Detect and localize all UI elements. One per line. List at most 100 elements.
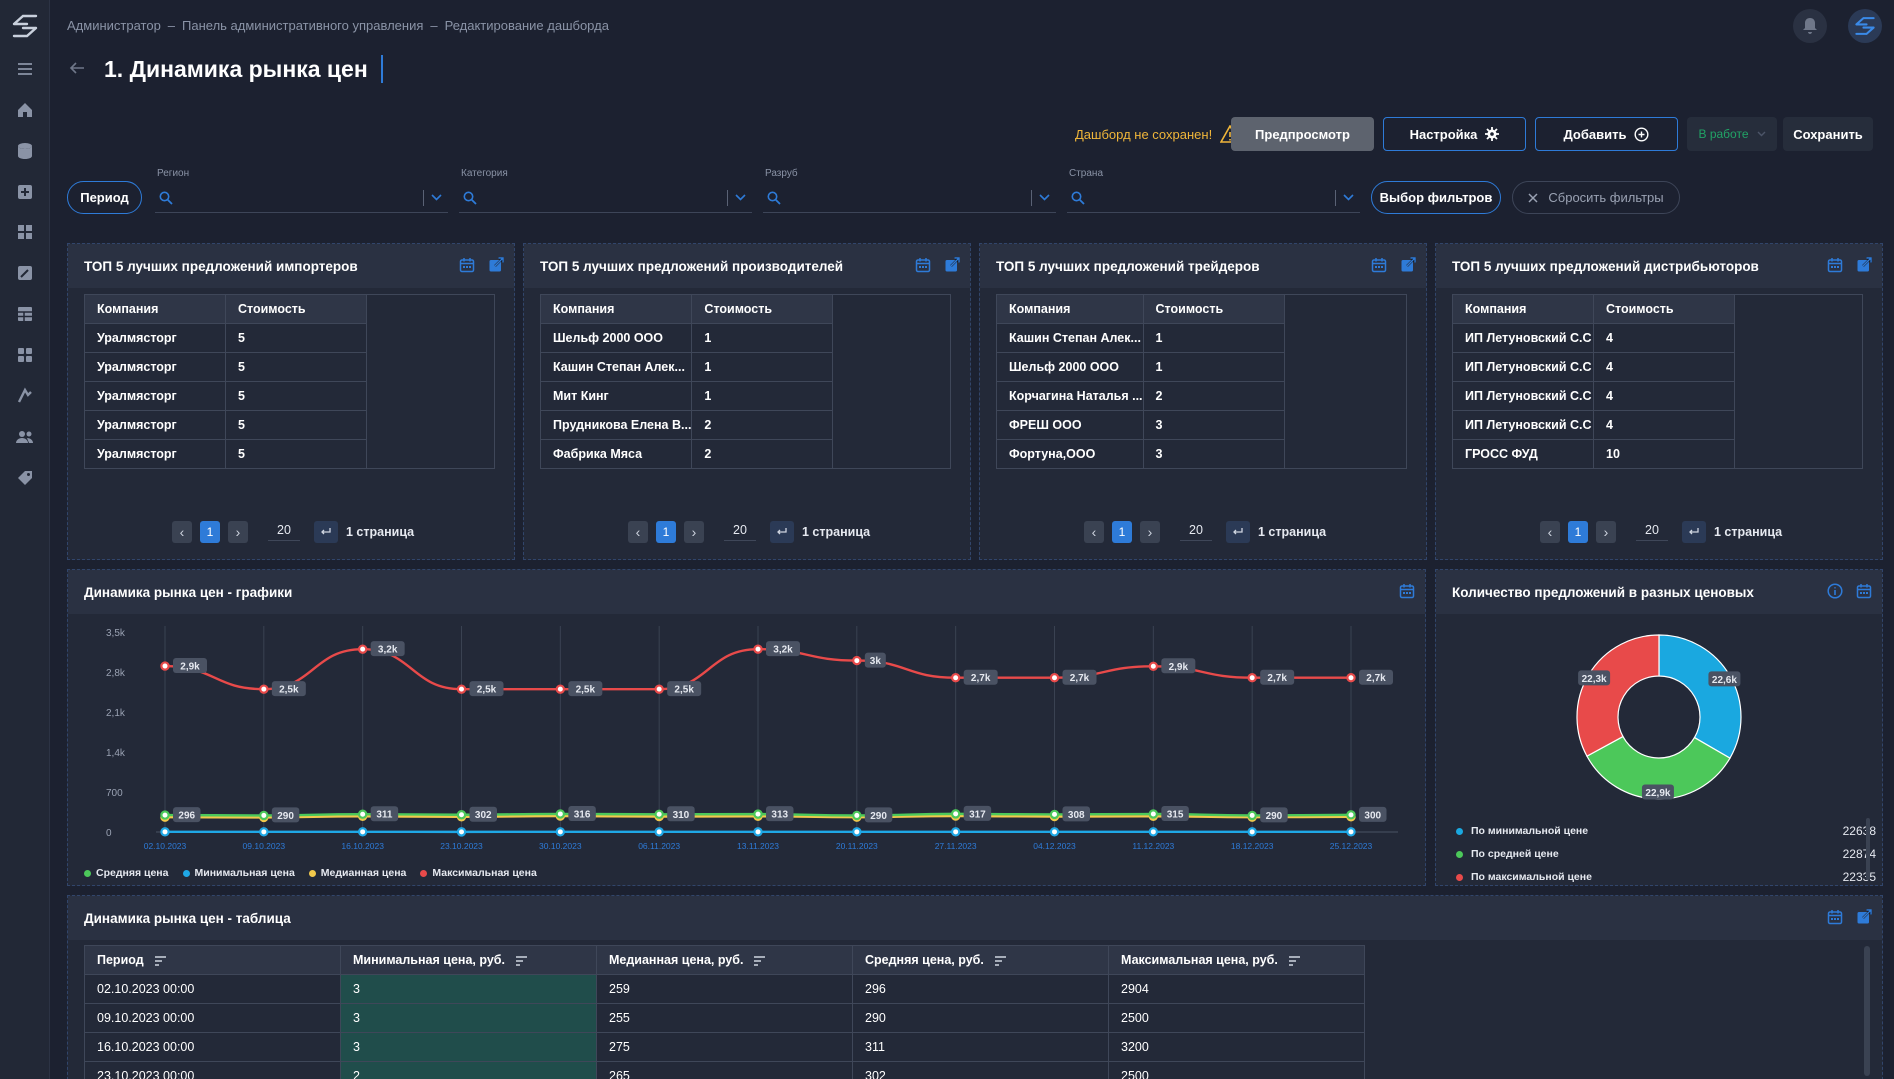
breadcrumb-item[interactable]: Панель административного управления <box>182 18 424 33</box>
legend-item[interactable]: Максимальная цена <box>420 867 537 879</box>
edit-doc-icon[interactable] <box>15 263 35 283</box>
table-icon[interactable] <box>15 304 35 324</box>
notifications-button[interactable] <box>1793 9 1827 43</box>
page-size-input[interactable]: 20 <box>268 523 300 541</box>
category-filter[interactable]: Категория <box>459 168 752 213</box>
current-page[interactable]: 1 <box>200 521 220 543</box>
table-row[interactable]: Шельф 2000 ООО 1 <box>996 352 1285 382</box>
table-row[interactable]: 23.10.2023 00:00 2 265 302 2500 <box>84 1061 1365 1079</box>
calendar-icon[interactable] <box>1827 257 1843 273</box>
calendar-icon[interactable] <box>1371 257 1387 273</box>
table-row[interactable]: Уралмясторг 5 <box>84 381 367 411</box>
calendar-icon[interactable] <box>1856 583 1872 599</box>
settings-button[interactable]: Настройка <box>1383 117 1526 151</box>
table-row[interactable]: ИП Летуновский С.С 4 <box>1452 410 1735 440</box>
calendar-icon[interactable] <box>1827 909 1843 925</box>
next-page-button[interactable]: › <box>1140 521 1160 543</box>
users-icon[interactable] <box>15 427 35 447</box>
table-row[interactable]: Уралмясторг 5 <box>84 410 367 440</box>
column-header[interactable]: Средняя цена, руб. <box>852 945 1109 975</box>
dashboard-icon[interactable] <box>15 222 35 242</box>
database-icon[interactable] <box>15 141 35 161</box>
enter-icon[interactable] <box>1226 521 1250 543</box>
menu-icon[interactable] <box>15 59 35 79</box>
widgets-icon[interactable] <box>15 345 35 365</box>
prev-page-button[interactable]: ‹ <box>628 521 648 543</box>
enter-icon[interactable] <box>314 521 338 543</box>
preview-button[interactable]: Предпросмотр <box>1231 117 1374 151</box>
open-external-icon[interactable] <box>488 257 504 273</box>
home-icon[interactable] <box>15 100 35 120</box>
page-title[interactable]: 1. Динамика рынка цен <box>104 56 368 82</box>
enter-icon[interactable] <box>770 521 794 543</box>
add-button[interactable]: Добавить <box>1535 117 1678 151</box>
table-row[interactable]: ИП Летуновский С.С 4 <box>1452 381 1735 411</box>
app-logo[interactable] <box>11 14 39 38</box>
table-row[interactable]: Фабрика Мяса 2 <box>539 439 834 469</box>
next-page-button[interactable]: › <box>228 521 248 543</box>
add-box-icon[interactable] <box>15 182 35 202</box>
open-external-icon[interactable] <box>1400 257 1416 273</box>
prev-page-button[interactable]: ‹ <box>172 521 192 543</box>
open-external-icon[interactable] <box>1856 909 1872 925</box>
open-external-icon[interactable] <box>944 257 960 273</box>
legend-item[interactable]: По максимальной цене 22335 <box>1456 870 1876 884</box>
table-row[interactable]: Мит Кинг 1 <box>539 381 834 411</box>
current-page[interactable]: 1 <box>656 521 676 543</box>
column-header[interactable]: Максимальная цена, руб. <box>1108 945 1365 975</box>
scrollbar[interactable] <box>1864 946 1870 1076</box>
page-size-input[interactable]: 20 <box>1180 523 1212 541</box>
current-page[interactable]: 1 <box>1568 521 1588 543</box>
page-size-input[interactable]: 20 <box>1636 523 1668 541</box>
cut-filter[interactable]: Разруб <box>763 168 1056 213</box>
open-external-icon[interactable] <box>1856 257 1872 273</box>
country-filter[interactable]: Страна <box>1067 168 1360 213</box>
save-button[interactable]: Сохранить <box>1783 117 1873 151</box>
user-avatar[interactable] <box>1848 9 1882 43</box>
table-row[interactable]: Кашин Степан Алек... 1 <box>539 352 834 382</box>
enter-icon[interactable] <box>1682 521 1706 543</box>
table-row[interactable]: Фортуна,ООО 3 <box>996 439 1285 469</box>
page-size-input[interactable]: 20 <box>724 523 756 541</box>
table-row[interactable]: Корчагина Наталья ... 2 <box>996 381 1285 411</box>
table-row[interactable]: ГРОСС ФУД 10 <box>1452 439 1735 469</box>
info-icon[interactable] <box>1827 583 1843 599</box>
column-header[interactable]: Минимальная цена, руб. <box>340 945 597 975</box>
next-page-button[interactable]: › <box>684 521 704 543</box>
table-row[interactable]: 09.10.2023 00:00 3 255 290 2500 <box>84 1003 1365 1033</box>
status-select[interactable]: В работе <box>1687 117 1777 151</box>
calendar-icon[interactable] <box>915 257 931 273</box>
table-row[interactable]: Уралмясторг 5 <box>84 323 367 353</box>
prev-page-button[interactable]: ‹ <box>1540 521 1560 543</box>
table-row[interactable]: Кашин Степан Алек... 1 <box>996 323 1285 353</box>
region-filter[interactable]: Регион <box>155 168 448 213</box>
next-page-button[interactable]: › <box>1596 521 1616 543</box>
tag-icon[interactable] <box>15 468 35 488</box>
table-row[interactable]: Уралмясторг 5 <box>84 352 367 382</box>
reports-icon[interactable] <box>15 386 35 406</box>
breadcrumb-item[interactable]: Администратор <box>67 18 161 33</box>
choose-filters-button[interactable]: Выбор фильтров <box>1371 181 1501 214</box>
legend-item[interactable]: Средняя цена <box>84 867 169 879</box>
legend-item[interactable]: Минимальная цена <box>182 867 295 879</box>
calendar-icon[interactable] <box>459 257 475 273</box>
table-row[interactable]: ФРЕШ ООО 3 <box>996 410 1285 440</box>
column-header[interactable]: Период <box>84 945 341 975</box>
table-row[interactable]: Шельф 2000 ООО 1 <box>539 323 834 353</box>
current-page[interactable]: 1 <box>1112 521 1132 543</box>
scrollbar[interactable] <box>1866 818 1870 880</box>
column-header[interactable]: Медианная цена, руб. <box>596 945 853 975</box>
back-arrow-icon[interactable] <box>69 61 85 75</box>
table-row[interactable]: 16.10.2023 00:00 3 275 311 3200 <box>84 1032 1365 1062</box>
reset-filters-button[interactable]: Сбросить фильтры <box>1512 181 1680 214</box>
period-button[interactable]: Период <box>67 181 142 214</box>
table-row[interactable]: Прудникова Елена В... 2 <box>539 410 834 440</box>
calendar-icon[interactable] <box>1399 583 1415 599</box>
legend-item[interactable]: По минимальной цене 22638 <box>1456 824 1876 838</box>
table-row[interactable]: ИП Летуновский С.С 4 <box>1452 352 1735 382</box>
legend-item[interactable]: По средней цене 22874 <box>1456 847 1876 861</box>
prev-page-button[interactable]: ‹ <box>1084 521 1104 543</box>
table-row[interactable]: Уралмясторг 5 <box>84 439 367 469</box>
table-row[interactable]: 02.10.2023 00:00 3 259 296 2904 <box>84 974 1365 1004</box>
table-row[interactable]: ИП Летуновский С.С 4 <box>1452 323 1735 353</box>
